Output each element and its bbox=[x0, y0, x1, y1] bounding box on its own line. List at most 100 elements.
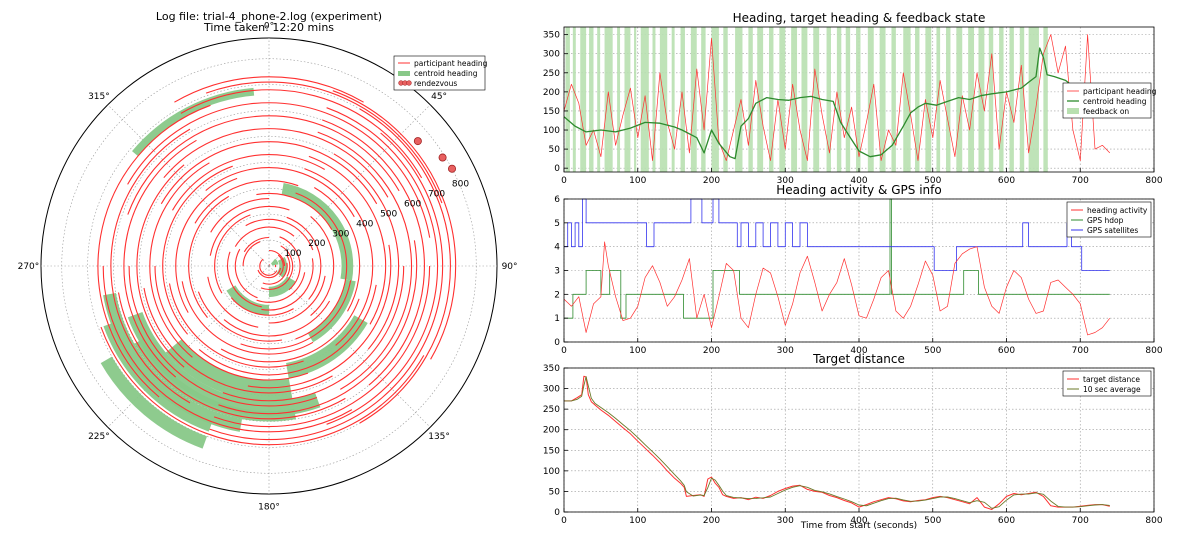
y-tick-label: 350 bbox=[543, 31, 560, 41]
heading-legend-label: participant heading bbox=[1083, 87, 1157, 96]
polar-heading-arc bbox=[110, 128, 191, 404]
x-tick-label: 100 bbox=[629, 516, 646, 526]
y-tick-label: 200 bbox=[543, 426, 560, 436]
polar-centroid-arc bbox=[132, 87, 255, 157]
rendezvous-marker bbox=[448, 164, 457, 173]
polar-legend-swatch bbox=[406, 80, 412, 86]
feedback-band bbox=[701, 27, 706, 172]
polar-heading-arc bbox=[332, 90, 457, 360]
y-tick-label: 6 bbox=[554, 195, 560, 205]
activity-legend-label: heading activity bbox=[1087, 206, 1148, 215]
heading-chart: 0 100 200 300 400 500 600 700 800 0 50 100 150 200 250… bbox=[543, 11, 1163, 186]
feedback-band bbox=[735, 27, 743, 172]
y-tick-label: 100 bbox=[543, 467, 560, 477]
x-tick-label: 800 bbox=[1145, 516, 1162, 526]
polar-heading-arc bbox=[326, 107, 439, 425]
y-tick-label: 300 bbox=[543, 50, 560, 60]
polar-heading-arc bbox=[220, 298, 360, 363]
feedback-band bbox=[836, 27, 842, 172]
polar-heading-arc bbox=[261, 258, 314, 311]
feedback-band bbox=[813, 27, 820, 172]
heading-legend-label: centroid heading bbox=[1083, 97, 1147, 106]
y-tick-label: 150 bbox=[543, 446, 560, 456]
feedback-band bbox=[723, 27, 728, 172]
polar-heading-arc bbox=[194, 180, 299, 224]
heading-legend-label: feedback on bbox=[1083, 107, 1129, 116]
feedback-band bbox=[946, 27, 951, 172]
feedback-band bbox=[617, 27, 621, 172]
feedback-band bbox=[915, 27, 920, 172]
centroid-heading-line bbox=[563, 47, 1088, 160]
figure-title-line2: Time taken: 12:20 mins bbox=[203, 21, 334, 34]
feedback-band bbox=[891, 27, 896, 172]
feedback-band bbox=[572, 27, 576, 172]
x-tick-label: 0 bbox=[561, 516, 567, 526]
y-tick-label: 150 bbox=[543, 107, 560, 117]
polar-heading-arc bbox=[149, 162, 210, 358]
polar-heading-arc bbox=[123, 139, 197, 378]
distance-chart: 0 100 200 300 400 500 600 700 800 0 50 100 150 200 250… bbox=[543, 352, 1163, 531]
polar-heading-arc bbox=[223, 300, 331, 337]
feedback-band bbox=[652, 27, 656, 172]
polar-radial-label: 700 bbox=[428, 190, 445, 200]
polar-heading-arc bbox=[260, 245, 294, 290]
y-tick-label: 2 bbox=[554, 290, 560, 300]
feedback-band bbox=[580, 27, 587, 172]
distance-chart-title: Target distance bbox=[812, 352, 905, 366]
y-tick-label: 100 bbox=[543, 126, 560, 136]
polar-heading-arc bbox=[154, 265, 309, 381]
heading-chart-title: Heading, target heading & feedback state bbox=[733, 11, 986, 25]
polar-heading-arc bbox=[205, 81, 443, 204]
x-tick-label: 400 bbox=[850, 176, 867, 186]
polar-heading-arc bbox=[322, 119, 425, 386]
feedback-band bbox=[1028, 27, 1039, 172]
polar-centroid-arc bbox=[268, 276, 296, 298]
x-tick-label: 500 bbox=[924, 176, 941, 186]
x-tick-label: 700 bbox=[1072, 176, 1089, 186]
polar-angle-label: 135° bbox=[428, 432, 450, 442]
activity-chart: 0 100 200 300 400 500 600 700 800 0 1 2 3 4 5 6 Heading … bbox=[554, 183, 1163, 356]
x-tick-label: 100 bbox=[629, 346, 646, 356]
polar-heading-arc bbox=[304, 168, 374, 346]
polar-grid-spoke bbox=[268, 104, 431, 267]
polar-heading-arc bbox=[214, 214, 251, 294]
activity-chart-title: Heading activity & GPS info bbox=[776, 183, 941, 197]
polar-heading-arc bbox=[97, 104, 211, 398]
target-distance-line bbox=[564, 375, 1110, 510]
feedback-band bbox=[956, 27, 963, 172]
polar-heading-arc bbox=[268, 275, 326, 324]
polar-heading-arc bbox=[172, 154, 325, 211]
x-tick-label: 200 bbox=[703, 346, 720, 356]
polar-angle-label: 315° bbox=[88, 92, 110, 102]
y-tick-label: 250 bbox=[543, 69, 560, 79]
polar-heading-arc bbox=[234, 248, 258, 299]
feedback-band bbox=[711, 27, 719, 172]
x-tick-label: 500 bbox=[924, 346, 941, 356]
polar-heading-arc bbox=[197, 291, 283, 342]
polar-chart: 0° 45° 90° 135° 180° 225° 270° 315° 100 200 300 400… bbox=[18, 21, 518, 512]
polar-angle-label: 270° bbox=[18, 262, 40, 272]
polar-heading-arc bbox=[160, 141, 378, 205]
polar-radial-label: 400 bbox=[356, 219, 373, 229]
polar-heading-arc bbox=[226, 251, 262, 308]
polar-heading-arc bbox=[286, 255, 291, 277]
polar-heading-arc bbox=[117, 292, 346, 420]
distance-legend-frame bbox=[1062, 370, 1152, 397]
polar-heading-arc bbox=[207, 276, 259, 328]
polar-heading-arc bbox=[102, 265, 353, 433]
y-tick-label: 3 bbox=[554, 267, 560, 277]
y-tick-label: 4 bbox=[554, 243, 560, 253]
polar-heading-arc bbox=[234, 226, 295, 247]
polar-heading-arc bbox=[162, 165, 233, 335]
polar-heading-arc bbox=[136, 164, 185, 368]
polar-legend-label: centroid heading bbox=[414, 69, 478, 78]
distance-legend-label: target distance bbox=[1083, 375, 1140, 384]
distance-legend-label: 10 sec average bbox=[1083, 385, 1141, 394]
polar-centroid-arc bbox=[127, 311, 321, 417]
polar-angle-label: 180° bbox=[258, 503, 280, 513]
activity-legend-label: GPS satellites bbox=[1087, 226, 1138, 235]
polar-heading-arc bbox=[143, 287, 333, 394]
feedback-band bbox=[988, 27, 994, 172]
